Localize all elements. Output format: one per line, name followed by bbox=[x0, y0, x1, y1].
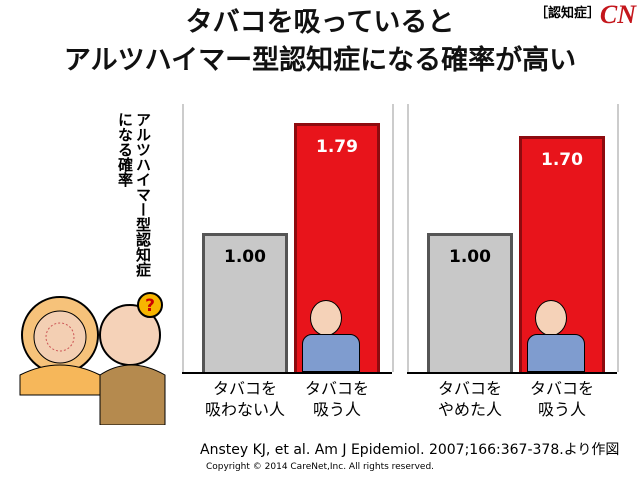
baseline bbox=[407, 372, 617, 374]
x-tick-label: タバコを 吸う人 bbox=[304, 379, 369, 419]
value-label: 1.00 bbox=[449, 247, 491, 267]
question-mark: ? bbox=[145, 296, 155, 316]
value-label: 1.70 bbox=[541, 149, 583, 170]
copyright: Copyright © 2014 CareNet,Inc. All rights… bbox=[205, 462, 435, 472]
smoker-body bbox=[302, 334, 360, 372]
panel-frame bbox=[407, 104, 619, 372]
value-label: 1.00 bbox=[224, 247, 266, 267]
bar bbox=[519, 135, 605, 372]
value-label: 1.79 bbox=[316, 137, 358, 158]
smoker-face bbox=[535, 300, 567, 336]
logo: CN bbox=[599, 0, 636, 29]
x-tick-label: タバコを 吸う人 bbox=[529, 379, 594, 419]
title: タバコを吸っていると アルツハイマー型認知症になる確率が高い bbox=[63, 7, 577, 76]
bar bbox=[202, 233, 288, 372]
bar bbox=[427, 233, 513, 372]
citation: Anstey KJ, et al. Am J Epidemiol. 2007;1… bbox=[200, 442, 620, 458]
y-axis-label: アルツハイマー型認知症になる確率 bbox=[116, 112, 152, 277]
baseline bbox=[182, 372, 392, 374]
smoker-body bbox=[527, 334, 585, 372]
x-tick-label: タバコを 吸わない人 bbox=[204, 379, 285, 419]
illustration: ? bbox=[19, 292, 166, 425]
smoker-face bbox=[310, 300, 342, 336]
x-tick-label: タバコを やめた人 bbox=[437, 379, 502, 419]
panel-frame bbox=[182, 104, 394, 372]
tag: ［認知症］ bbox=[534, 6, 600, 21]
